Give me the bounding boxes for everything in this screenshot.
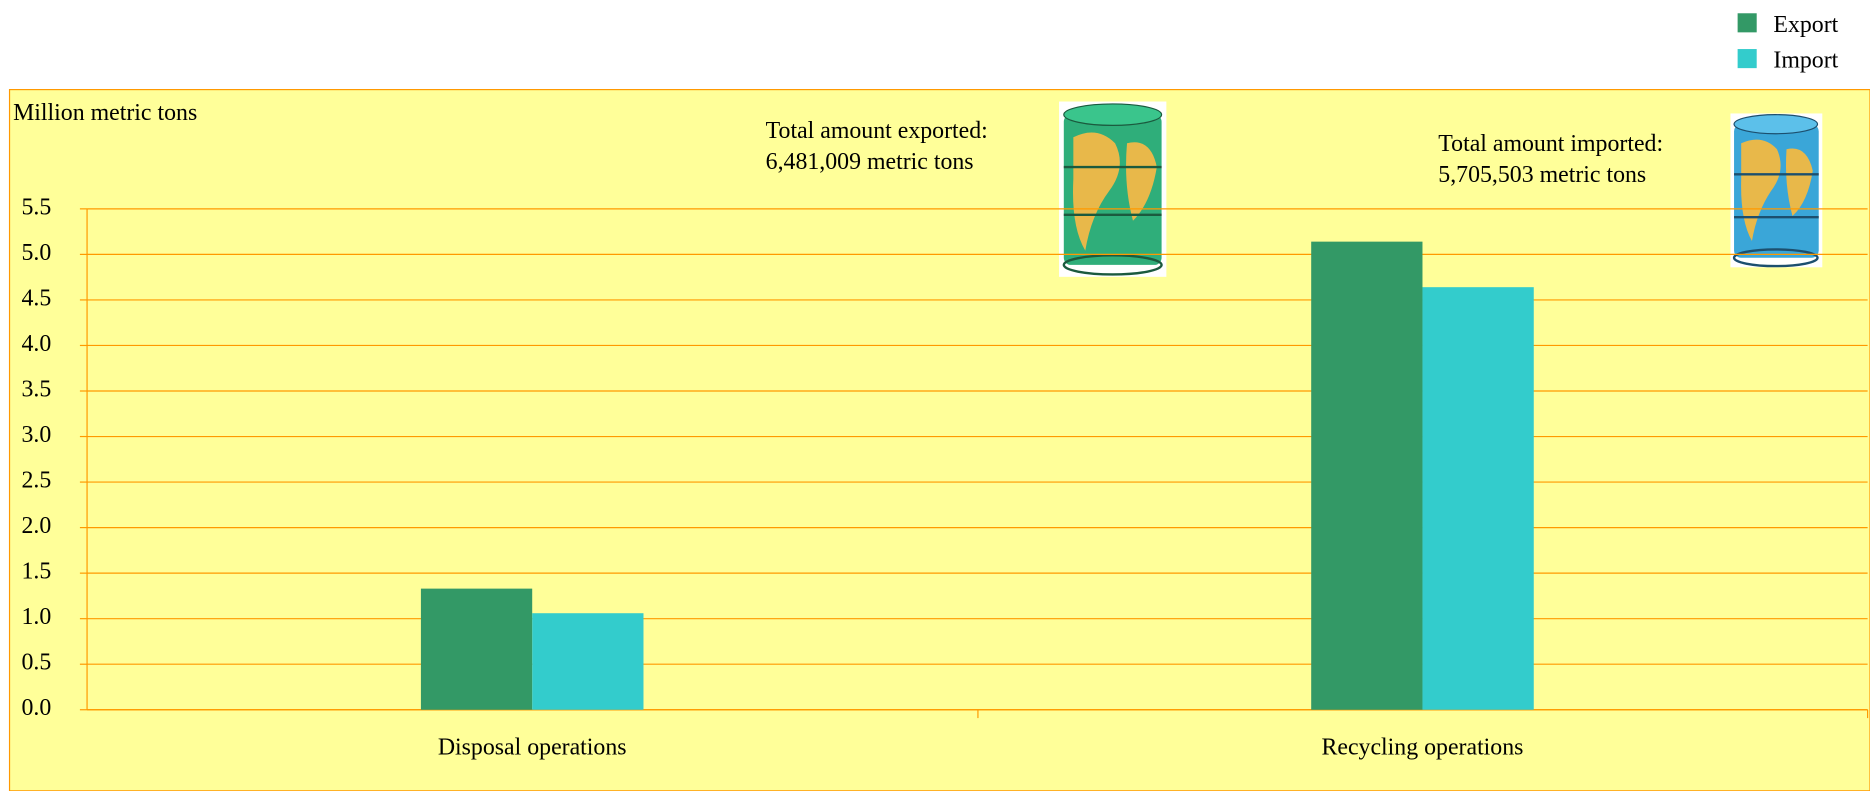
legend-label: Export [1773,12,1838,38]
chart-area [8,89,1870,791]
y-tick-label: 1.0 [21,604,51,630]
bar [1311,241,1423,710]
legend-label: Import [1773,48,1838,74]
y-tick-label: 5.0 [21,240,51,266]
y-tick-label: 0.5 [21,650,51,676]
y-tick-label: 4.5 [21,285,51,311]
y-tick-label: 4.0 [21,331,51,357]
y-tick-label: 3.0 [21,422,51,448]
legend-swatch [1737,49,1757,69]
legend-swatch [1737,13,1757,33]
bar [420,588,533,710]
bar [1422,287,1534,710]
annotation: Total amount imported: [1438,131,1663,157]
y-tick-label: 0.0 [21,695,51,721]
barrel-icon [1730,113,1823,268]
annotation: 5,705,503 metric tons [1438,162,1646,188]
y-tick-label: 2.0 [21,513,51,539]
annotation: Total amount exported: [766,118,988,144]
y-tick-label: 2.5 [21,468,51,494]
y-tick-label: 5.5 [21,194,51,220]
annotation: 6,481,009 metric tons [766,149,974,175]
bar [532,613,644,710]
barrel-icon [1059,101,1167,277]
y-tick-label: 1.5 [21,559,51,585]
y-axis-label: Million metric tons [13,100,197,126]
x-tick-label: Disposal operations [438,735,627,761]
x-tick-label: Recycling operations [1321,735,1523,761]
y-tick-label: 3.5 [21,376,51,402]
